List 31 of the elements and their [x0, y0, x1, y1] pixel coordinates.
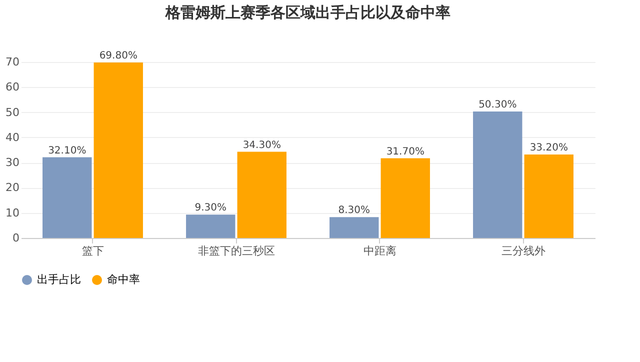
bar: [42, 157, 92, 238]
x-tick-label: 中距离: [363, 244, 396, 258]
y-tick-label: 20: [6, 181, 20, 194]
bar: [94, 62, 143, 238]
y-tick-label: 60: [6, 80, 20, 94]
y-tick-label: 10: [6, 206, 20, 220]
chart-title: 格雷姆斯上赛季各区域出手占比以及命中率: [164, 4, 450, 22]
data-label: 32.10%: [48, 145, 86, 156]
y-tick-label: 40: [6, 130, 20, 144]
bar: [237, 152, 286, 238]
y-tick-label: 30: [6, 156, 20, 170]
bar: [380, 158, 430, 238]
data-label: 31.70%: [386, 146, 424, 158]
legend-label: 命中率: [107, 273, 140, 286]
data-label: 50.30%: [478, 100, 517, 111]
data-label: 8.30%: [338, 205, 370, 216]
data-label: 33.20%: [530, 142, 568, 154]
bar: [524, 154, 574, 238]
y-tick-label: 0: [12, 232, 20, 244]
data-label: 34.30%: [242, 140, 281, 151]
x-tick-label: 篮下: [82, 244, 104, 258]
bar: [473, 112, 522, 238]
bar: [330, 217, 379, 238]
data-label: 9.30%: [194, 202, 227, 214]
legend-label: 出手占比: [37, 273, 81, 286]
y-tick-label: 50: [6, 106, 20, 119]
data-label: 69.80%: [99, 50, 138, 62]
bar: [186, 214, 236, 238]
y-tick-label: 70: [6, 56, 20, 68]
x-tick-label: 三分线外: [501, 244, 546, 258]
x-tick-label: 非篮下的三秒区: [198, 244, 275, 258]
